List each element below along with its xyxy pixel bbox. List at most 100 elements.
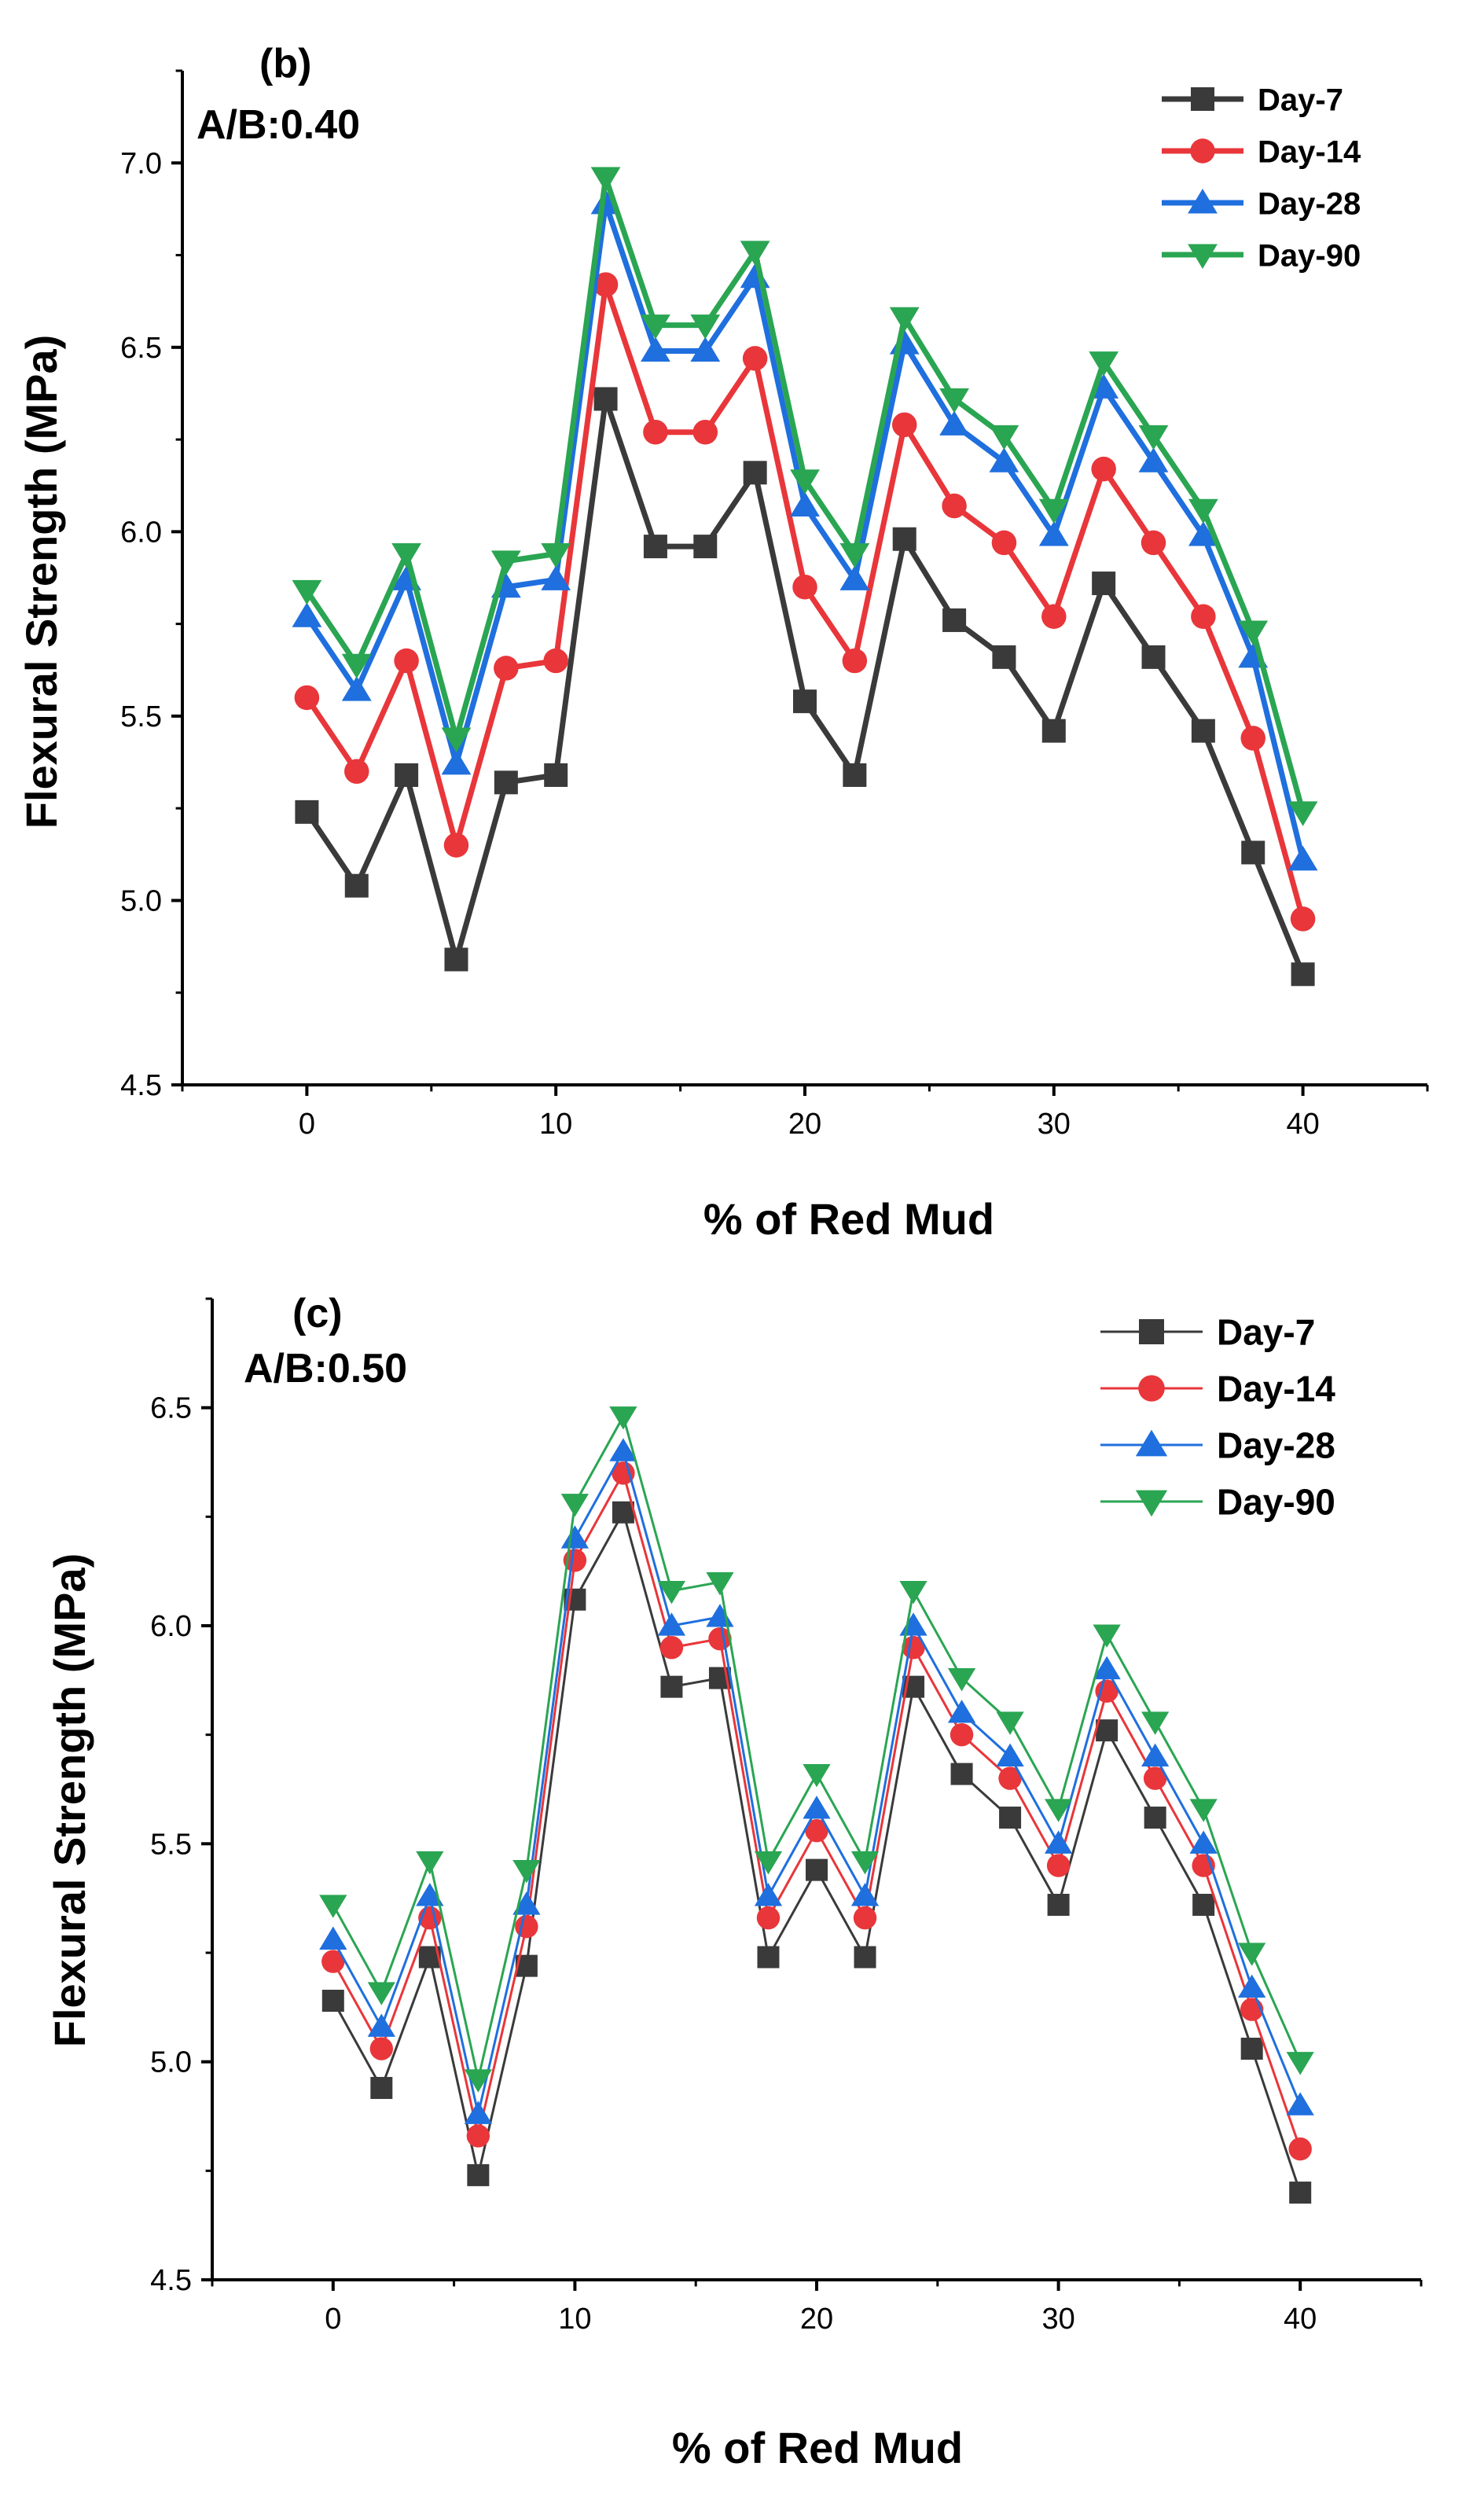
data-point [1141,530,1166,556]
legend-label: Day-7 [1258,83,1343,117]
panel-label: (c) [292,1291,343,1336]
data-point [660,1675,683,1698]
data-point [1286,2052,1314,2075]
legend-marker [1190,138,1215,164]
data-point [939,388,969,414]
data-point [344,759,369,785]
legend-marker [1188,244,1218,269]
data-point [989,447,1019,472]
data-point [790,491,820,517]
data-point [742,346,768,371]
series-day-14 [294,272,1316,932]
data-point [443,833,469,858]
x-tick-label: 0 [325,2303,341,2336]
data-point [1038,521,1069,546]
data-point [369,2037,394,2060]
data-point [992,645,1016,669]
data-point [1044,1799,1073,1822]
data-point [512,1891,541,1915]
data-point [1095,1679,1119,1703]
y-tick-label: 4.5 [150,2264,192,2297]
data-point [467,2163,490,2186]
data-point [998,1766,1022,1790]
data-point [996,1743,1024,1766]
x-axis-title: % of Red Mud [672,2423,963,2472]
data-point [1093,1656,1121,1680]
data-point [292,579,322,605]
plot-area [292,167,1318,987]
data-point [754,1883,783,1906]
legend-item: Day-14 [1100,1369,1335,1410]
tick-group: 0 10 20 30 40 4.5 5.0 5.5 6.0 6.5 7.0 [120,69,1429,1141]
data-point [1291,962,1315,987]
y-tick-label: 5.0 [150,2046,192,2079]
data-point [321,1950,345,1973]
data-point [544,763,568,787]
data-point [416,1851,444,1875]
legend-marker [1188,189,1218,214]
data-point [842,648,868,674]
series-day-28 [292,189,1318,871]
data-point [560,1494,590,1517]
y-tick-label: 6.0 [120,516,162,549]
data-point [543,648,568,674]
data-point [1038,498,1069,524]
x-tick-label: 20 [800,2303,833,2336]
data-point [1287,801,1318,826]
data-point [690,336,721,362]
data-point [367,1982,395,2005]
data-point [1191,604,1216,630]
legend-marker [1135,1429,1168,1457]
legend-marker [1135,1490,1168,1517]
data-point [1041,719,1066,743]
data-point [1041,604,1067,630]
data-point [341,653,372,679]
data-point [657,1581,686,1605]
plot-area [319,1406,1314,2204]
data-point [899,1612,928,1636]
data-point [1192,1893,1215,1916]
y-tick-label: 7.0 [120,147,162,180]
x-tick-label: 10 [539,1108,572,1141]
data-point [367,2013,395,2037]
legend-label: Day-7 [1217,1312,1315,1353]
data-point [889,307,920,333]
data-point [341,676,372,701]
data-point [1288,2137,1312,2161]
data-point [1046,1854,1071,1877]
x-tick-label: 10 [558,2303,591,2336]
data-point [850,1883,880,1906]
legend-item: Day-28 [1162,186,1361,221]
data-point [292,602,322,627]
data-point [1141,1711,1170,1735]
data-point [1138,425,1169,450]
data-point [441,727,472,753]
data-point [1286,2092,1314,2116]
legend-item: Day-7 [1100,1312,1315,1353]
data-point [692,419,718,445]
data-point [805,1818,828,1843]
y-tick-label: 4.5 [120,1069,162,1102]
data-point [991,530,1017,556]
data-point [321,1990,344,2013]
data-point [950,1722,974,1747]
legend-marker [1191,87,1214,111]
data-point [1092,572,1116,596]
data-point [416,1883,444,1906]
data-point [792,574,817,600]
data-point [942,493,967,519]
x-tick-label: 30 [1038,1108,1071,1141]
data-point [391,543,422,568]
data-point [756,1906,781,1930]
data-point [1144,1807,1166,1829]
data-point [1289,2182,1312,2204]
data-point [892,527,916,551]
data-point [464,2069,492,2093]
data-point [754,1851,783,1875]
series-day-90 [292,167,1318,826]
data-point [494,656,519,681]
data-point [1240,726,1265,751]
data-point [344,873,369,898]
data-point [1191,719,1215,743]
legend: Day-7 Day-14 Day-28 Day-90 [1162,83,1361,273]
